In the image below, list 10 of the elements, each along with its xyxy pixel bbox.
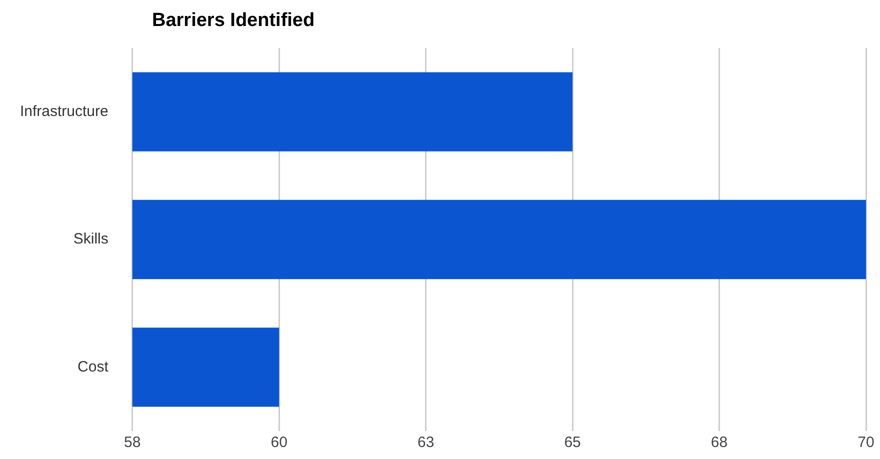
x-tick-label: 68 bbox=[710, 434, 728, 452]
chart-title: Barriers Identified bbox=[152, 10, 315, 32]
x-tick-label: 65 bbox=[564, 434, 581, 452]
x-tick-label: 60 bbox=[270, 434, 288, 452]
x-tick-label: 58 bbox=[124, 434, 141, 452]
y-tick-label: Cost bbox=[78, 358, 110, 376]
x-tick-label: 63 bbox=[417, 434, 434, 452]
x-tick-label: 70 bbox=[858, 434, 874, 452]
y-tick-label: Infrastructure bbox=[20, 102, 108, 120]
y-tick-label: Skills bbox=[73, 230, 108, 248]
